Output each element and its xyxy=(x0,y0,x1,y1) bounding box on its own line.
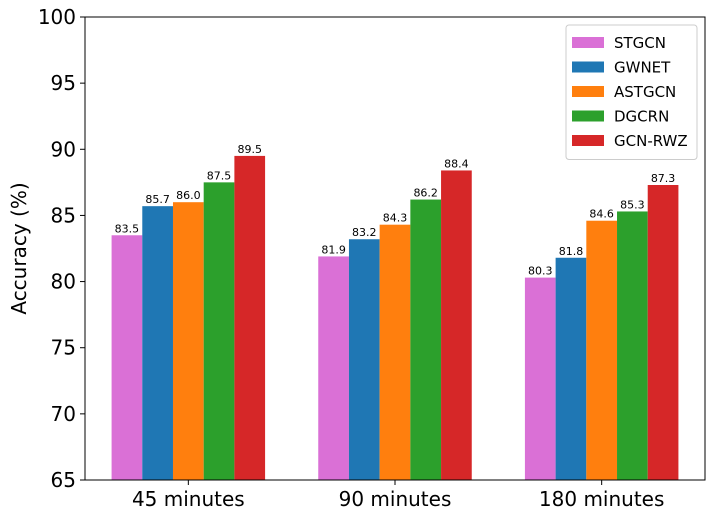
y-axis: 65 70 75 80 85 90 95 100 xyxy=(38,5,85,492)
bar-gcn-rwz-1 xyxy=(441,170,472,481)
legend-swatch-dgcrn xyxy=(572,110,604,122)
data-label: 85.7 xyxy=(145,193,170,206)
bar-gwnet-0 xyxy=(142,206,173,480)
y-tick-label: 100 xyxy=(38,5,76,29)
data-label: 85.3 xyxy=(620,198,645,211)
bar-stgcn-2 xyxy=(524,277,556,480)
y-tick-label: 95 xyxy=(51,71,76,95)
bar-dgcrn-0 xyxy=(203,182,235,480)
y-tick-label: 80 xyxy=(51,270,76,294)
bar-astgcn-1 xyxy=(379,224,411,480)
legend-label-astgcn: ASTGCN xyxy=(614,83,676,101)
legend-swatch-gwnet xyxy=(572,61,604,73)
y-tick-label: 90 xyxy=(51,137,76,161)
data-label: 83.5 xyxy=(115,222,140,235)
bar-gwnet-2 xyxy=(555,257,587,480)
legend-label-gcn-rwz: GCN-RWZ xyxy=(614,132,688,150)
data-label: 86.2 xyxy=(413,187,438,200)
y-tick-label: 75 xyxy=(51,336,76,360)
bars-layer xyxy=(111,155,679,481)
data-label: 81.9 xyxy=(321,243,346,256)
data-label: 81.8 xyxy=(559,245,584,258)
data-label: 84.3 xyxy=(383,212,408,225)
y-tick-label: 85 xyxy=(51,203,76,227)
legend-swatch-astgcn xyxy=(572,86,604,97)
data-label: 86.0 xyxy=(176,189,201,202)
data-label: 88.4 xyxy=(444,157,469,170)
x-tick-label: 180 minutes xyxy=(539,487,665,511)
legend-label-gwnet: GWNET xyxy=(614,59,671,77)
bar-gcn-rwz-0 xyxy=(234,155,266,480)
legend-frame xyxy=(565,24,698,160)
bar-astgcn-0 xyxy=(172,202,204,480)
bar-dgcrn-2 xyxy=(617,211,648,480)
legend-swatch-gcn-rwz xyxy=(572,135,604,146)
legend: STGCN GWNET ASTGCN DGCRN GCN-RWZ xyxy=(565,24,698,160)
bar-dgcrn-1 xyxy=(410,199,442,480)
bar-gwnet-1 xyxy=(348,239,380,480)
bar-stgcn-0 xyxy=(111,235,143,480)
y-tick-label: 65 xyxy=(51,468,76,492)
data-label: 89.5 xyxy=(237,143,262,156)
bar-astgcn-2 xyxy=(586,220,618,480)
bar-stgcn-1 xyxy=(318,256,349,480)
y-tick-label: 70 xyxy=(51,402,76,426)
x-axis: 45 minutes 90 minutes 180 minutes xyxy=(132,480,664,511)
legend-label-dgcrn: DGCRN xyxy=(614,108,669,126)
bar-gcn-rwz-2 xyxy=(647,185,679,480)
x-tick-label: 90 minutes xyxy=(339,487,452,511)
data-label: 80.3 xyxy=(528,265,553,278)
data-label: 84.6 xyxy=(589,208,614,221)
x-tick-label: 45 minutes xyxy=(132,487,245,511)
data-label: 87.5 xyxy=(207,169,232,182)
data-label: 87.3 xyxy=(651,172,676,185)
legend-swatch-stgcn xyxy=(572,37,604,48)
data-labels-layer: 83.5 85.7 86.0 87.5 89.5 81.9 83.2 84.3 86.2 88.4… xyxy=(115,143,676,278)
y-axis-title: Accuracy (%) xyxy=(7,182,31,314)
data-label: 83.2 xyxy=(352,226,377,239)
legend-label-stgcn: STGCN xyxy=(614,34,666,52)
